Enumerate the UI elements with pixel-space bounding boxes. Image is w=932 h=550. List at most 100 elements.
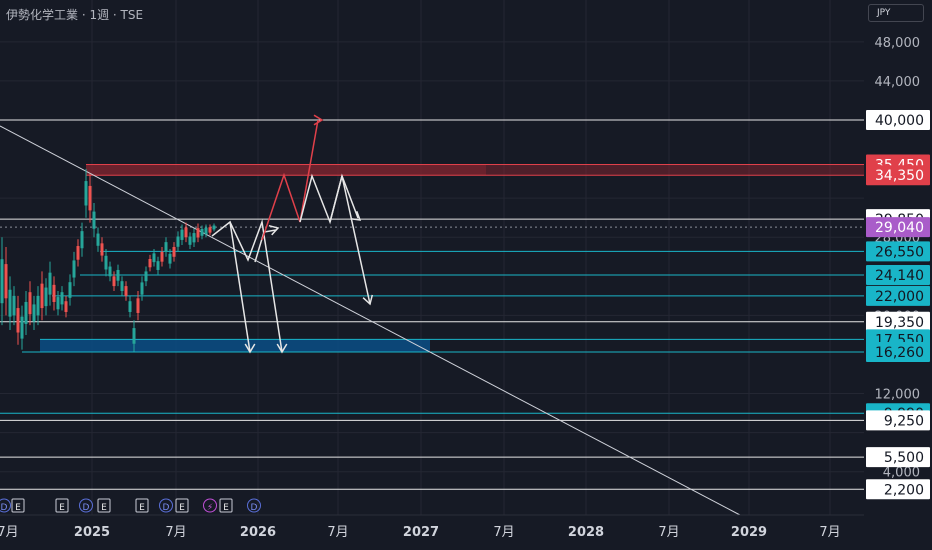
candle-body — [108, 266, 112, 277]
price-label-box — [866, 285, 930, 306]
candle-body — [208, 227, 212, 233]
candle-body — [196, 228, 200, 238]
price-label-text: 5,500 — [884, 450, 924, 466]
price-label-text: 26,550 — [875, 244, 924, 260]
event-marker: D — [79, 498, 93, 513]
candle-body — [84, 181, 88, 206]
price-label: 29,040 — [866, 217, 930, 238]
candle-body — [156, 261, 160, 270]
price-label-box — [866, 264, 930, 285]
candle-body — [204, 227, 208, 235]
price-label-text: 19,350 — [875, 315, 924, 331]
x-tick-label: 2028 — [568, 525, 604, 540]
candle-body — [88, 185, 92, 211]
candle-body — [160, 251, 164, 262]
price-label-text: 34,350 — [875, 168, 924, 184]
event-marker: E — [11, 498, 25, 513]
event-marker-circle — [0, 498, 11, 513]
candle-body — [48, 272, 52, 295]
x-tick-label: 7月 — [658, 525, 679, 540]
event-marker-label: E — [101, 503, 107, 513]
candle-body — [92, 211, 96, 229]
x-tick-label: 7月 — [0, 525, 19, 540]
x-tick-label: 2025 — [74, 525, 110, 540]
event-marker: D — [0, 498, 11, 513]
candle-body — [96, 233, 100, 246]
price-label-box — [866, 410, 930, 431]
x-tick-label: 7月 — [819, 525, 840, 540]
candle-body — [44, 287, 48, 307]
event-marker-box — [11, 498, 25, 513]
y-tick-label: 44,000 — [875, 75, 921, 90]
x-tick-label: 2029 — [731, 525, 767, 540]
event-marker: E — [135, 498, 149, 513]
price-label: 5,500 — [866, 447, 930, 468]
event-marker-label: E — [179, 503, 185, 513]
x-tick-label: 2026 — [240, 525, 276, 540]
candle-body — [0, 259, 4, 304]
x-tick-label: 7月 — [327, 525, 348, 540]
candle-body — [164, 242, 168, 252]
candle-body — [16, 308, 20, 333]
candle-body — [212, 225, 216, 230]
candle-body — [172, 247, 176, 257]
candle-body — [132, 328, 136, 344]
event-marker-box — [55, 498, 69, 513]
candle-body — [76, 246, 80, 260]
y-tick-label: 12,000 — [875, 388, 921, 403]
candle-body — [36, 295, 40, 316]
projection-path — [211, 220, 251, 353]
price-label-text: 40,000 — [875, 113, 924, 129]
candle-body — [184, 227, 188, 238]
candle-body — [124, 286, 128, 296]
price-label: 19,350 — [866, 311, 930, 332]
price-label: 22,000 — [866, 285, 930, 306]
price-label-text: 29,040 — [875, 220, 924, 236]
resistance-zone-core — [86, 164, 486, 176]
projection-path — [329, 175, 371, 305]
candle-body — [20, 316, 24, 339]
event-marker-label: E — [223, 503, 229, 513]
arrow-head — [268, 224, 280, 236]
price-label-box — [866, 241, 930, 262]
candle-body — [148, 258, 152, 268]
event-marker-circle — [79, 498, 93, 513]
price-label-box — [866, 217, 930, 238]
candle-body — [56, 297, 60, 310]
event-marker-label: ⚡ — [207, 503, 213, 513]
currency-button[interactable]: JPY — [868, 4, 924, 22]
projection-path-bull — [261, 119, 319, 241]
event-marker: E — [219, 498, 233, 513]
arrow-head — [313, 114, 324, 126]
price-label: 26,550 — [866, 241, 930, 262]
candle-body — [28, 292, 32, 315]
candle-body — [188, 236, 192, 245]
candle-body — [24, 301, 28, 324]
price-label: 16,260 — [866, 341, 930, 362]
event-marker: D — [159, 498, 173, 513]
x-tick-label: 7月 — [165, 525, 186, 540]
event-marker: E — [55, 498, 69, 513]
event-marker: E — [97, 498, 111, 513]
candle-body — [112, 276, 116, 287]
candle-body — [8, 289, 12, 317]
candle-body — [68, 282, 72, 298]
price-label: 40,000 — [866, 110, 930, 130]
event-marker-box — [219, 498, 233, 513]
price-label-box — [866, 165, 930, 186]
x-tick-label: 2027 — [403, 525, 439, 540]
event-marker-label: E — [59, 503, 65, 513]
event-marker-box — [175, 498, 189, 513]
event-marker-circle — [247, 498, 261, 513]
candle-body — [192, 233, 196, 243]
candle-body — [128, 301, 132, 312]
trendline — [0, 125, 741, 516]
arrow-head — [350, 210, 362, 221]
price-label: 24,140 — [866, 264, 930, 285]
event-marker-label: E — [139, 503, 145, 513]
candle-body — [180, 229, 184, 240]
event-marker: E — [175, 498, 189, 513]
candle-body — [200, 228, 204, 236]
price-label-text: 2,200 — [884, 482, 924, 498]
